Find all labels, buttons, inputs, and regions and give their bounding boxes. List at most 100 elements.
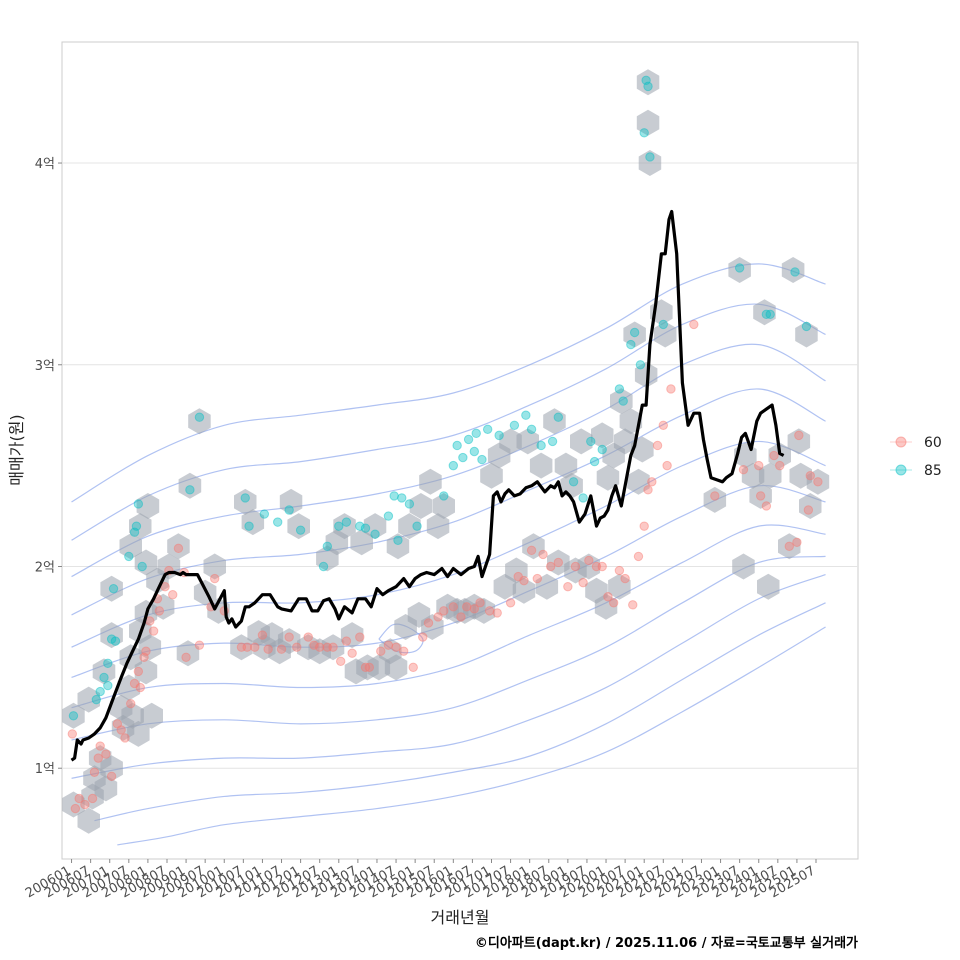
- point-85: [103, 658, 113, 669]
- hex-bin: [749, 482, 772, 509]
- density-contour: [71, 573, 826, 779]
- point-60: [647, 477, 657, 487]
- point-60: [93, 753, 103, 763]
- point-85: [471, 428, 481, 439]
- point-85: [458, 452, 468, 463]
- hex-bin: [176, 640, 200, 667]
- point-85: [133, 499, 144, 509]
- point-60: [141, 646, 151, 656]
- hex-bin: [728, 257, 751, 283]
- point-85: [734, 263, 745, 273]
- point-85: [240, 493, 250, 503]
- point-60: [803, 505, 814, 515]
- point-60: [620, 573, 630, 584]
- point-60: [257, 630, 268, 640]
- point-60: [805, 471, 815, 481]
- hex-bin: [77, 686, 100, 713]
- point-85: [259, 509, 270, 519]
- hex-bins: [62, 69, 830, 834]
- hex-bin: [426, 513, 450, 540]
- point-85: [643, 81, 653, 92]
- hex-bin: [386, 533, 410, 560]
- hex-bin: [505, 557, 528, 584]
- hex-bin: [100, 575, 123, 602]
- point-85: [110, 636, 121, 646]
- point-60: [106, 771, 117, 781]
- point-85: [360, 523, 371, 533]
- point-60: [570, 561, 581, 572]
- point-60: [314, 642, 325, 652]
- point-60: [70, 803, 81, 814]
- density-contour: [117, 626, 826, 846]
- point-85: [412, 521, 422, 531]
- point-60: [643, 485, 653, 495]
- hex-bin: [732, 553, 755, 580]
- point-85: [295, 525, 306, 535]
- point-60: [553, 557, 564, 568]
- point-85: [547, 436, 558, 447]
- point-85: [568, 477, 579, 487]
- point-60: [173, 543, 184, 554]
- y-axis: 1억 2억 3억 4억: [35, 157, 62, 777]
- point-60: [263, 644, 273, 654]
- point-60: [112, 719, 123, 729]
- point-60: [513, 571, 523, 582]
- hex-bin: [398, 513, 421, 540]
- point-60: [469, 604, 480, 614]
- point-60: [439, 606, 449, 616]
- point-85: [99, 672, 109, 683]
- hex-bin: [134, 549, 158, 576]
- point-60: [755, 491, 766, 501]
- hex-bin: [594, 593, 618, 620]
- point-85: [322, 541, 333, 552]
- hex-bin: [234, 488, 257, 515]
- point-60: [775, 460, 785, 471]
- hex-bin: [127, 720, 150, 747]
- point-60: [423, 618, 434, 628]
- hex-bin: [203, 553, 226, 580]
- hex-bin: [653, 321, 677, 348]
- point-60: [135, 682, 145, 693]
- hex-bin: [363, 513, 387, 540]
- hex-bin: [529, 452, 553, 479]
- point-85: [658, 319, 668, 330]
- point-85: [629, 327, 640, 338]
- hex-bin: [608, 573, 631, 600]
- point-85: [244, 521, 254, 531]
- point-60: [532, 573, 543, 584]
- caption: ©디아파트(dapt.kr) / 2025.11.06 / 자료=국토교통부 실…: [475, 935, 858, 951]
- hex-bin: [409, 493, 433, 519]
- point-60: [74, 793, 84, 804]
- point-60: [526, 545, 537, 556]
- y-tick-label: 1억: [35, 762, 55, 777]
- point-85: [273, 517, 283, 527]
- point-85: [509, 420, 520, 430]
- point-60: [80, 799, 90, 810]
- hex-bin: [480, 462, 503, 489]
- point-60: [120, 733, 130, 743]
- hex-bin: [787, 428, 811, 455]
- hex-bin: [333, 513, 356, 540]
- point-85: [614, 384, 625, 394]
- hex-bin: [62, 702, 85, 729]
- hex-bin: [136, 493, 160, 519]
- point-85: [194, 412, 205, 422]
- legend-key-85: [895, 464, 907, 476]
- hex-bin: [94, 775, 118, 802]
- hex-bin: [350, 529, 373, 556]
- point-60: [360, 662, 371, 673]
- point-60: [689, 319, 699, 330]
- point-85: [589, 456, 600, 467]
- point-60: [328, 642, 338, 652]
- hex-bin: [543, 408, 566, 435]
- point-60: [761, 501, 772, 511]
- median-trend-line: [70, 209, 785, 762]
- hex-bin: [134, 658, 158, 685]
- hex-bin: [636, 69, 660, 96]
- point-60: [398, 646, 409, 656]
- point-85: [477, 454, 487, 465]
- point-60: [461, 602, 472, 612]
- y-axis-title: 매매가(원): [7, 414, 26, 485]
- legend-label-60: 60: [924, 435, 942, 451]
